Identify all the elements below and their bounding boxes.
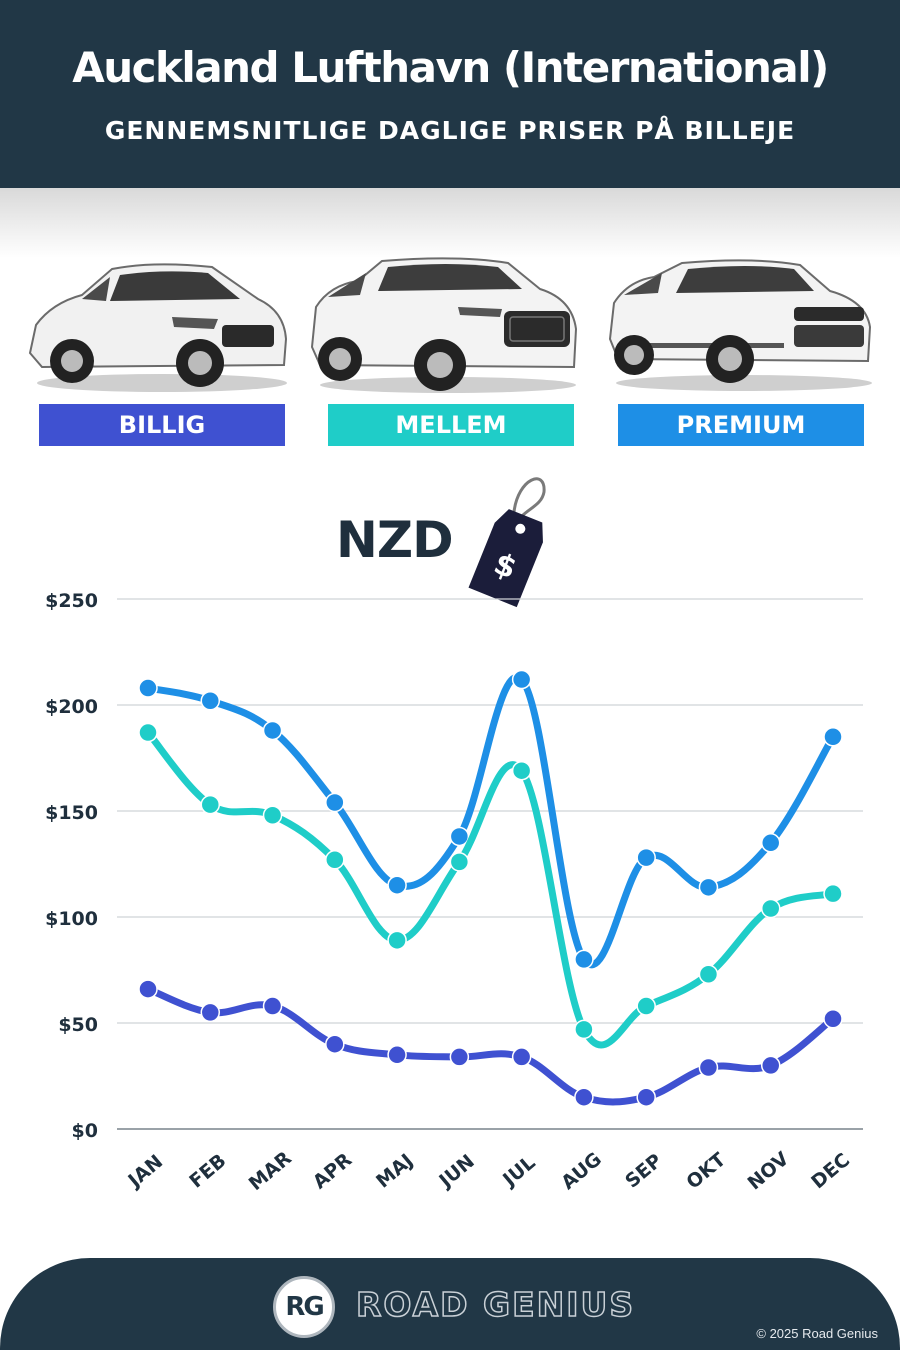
- data-point-mellem: [262, 805, 283, 825]
- data-point-mellem: [138, 722, 158, 743]
- header-shadow: [0, 188, 900, 258]
- x-tick-label: JAN: [123, 1151, 168, 1193]
- data-point-billig: [262, 996, 283, 1016]
- x-tick-label: FEB: [185, 1150, 230, 1193]
- data-point-premium: [325, 792, 345, 813]
- data-point-premium: [449, 826, 470, 847]
- category-badge-premium: PREMIUM: [618, 404, 864, 446]
- data-point-mellem: [636, 996, 656, 1016]
- data-point-mellem: [574, 1019, 594, 1040]
- header: Auckland Lufthavn (International) GENNEM…: [0, 0, 900, 188]
- price-tag-icon: $: [468, 477, 546, 608]
- data-point-premium: [262, 720, 283, 741]
- data-point-billig: [138, 979, 158, 999]
- category-badge-billig: BILLIG: [39, 404, 285, 446]
- data-point-billig: [698, 1057, 719, 1078]
- data-point-premium: [636, 847, 656, 868]
- y-tick-label: $50: [58, 1014, 98, 1036]
- luxury-suv-car-icon: [608, 259, 872, 391]
- data-point-billig: [200, 1002, 221, 1023]
- y-tick-label: $200: [45, 696, 98, 718]
- x-tick-label: AUG: [557, 1148, 606, 1194]
- x-tick-label: JUL: [497, 1152, 539, 1192]
- x-tick-label: MAJ: [372, 1150, 417, 1193]
- series-line-billig: [144, 985, 837, 1106]
- data-point-mellem: [387, 930, 407, 951]
- data-point-mellem: [823, 883, 843, 904]
- data-point-mellem: [698, 964, 719, 984]
- data-point-billig: [574, 1087, 594, 1107]
- data-point-billig: [449, 1047, 470, 1067]
- data-point-billig: [511, 1047, 532, 1067]
- x-tick-label: NOV: [744, 1148, 794, 1195]
- data-point-mellem: [325, 850, 345, 870]
- suv-car-icon: [310, 257, 578, 393]
- x-tick-label: DEC: [807, 1149, 854, 1193]
- page-title: Auckland Lufthavn (International): [72, 43, 829, 92]
- x-tick-label: MAR: [245, 1147, 296, 1195]
- brand-name: ROAD GENIUS: [355, 1284, 636, 1325]
- line-chart: $0 $50 $100 $150 $200 $250 JAN FEB MAR APR MAJ JUN J…: [45, 590, 863, 1195]
- data-point-premium: [823, 727, 843, 747]
- x-tick-label: JUN: [434, 1150, 479, 1193]
- data-point-billig: [387, 1045, 407, 1065]
- data-point-premium: [574, 949, 594, 970]
- data-point-premium: [698, 877, 719, 898]
- data-point-billig: [636, 1087, 656, 1107]
- y-tick-label: $100: [45, 908, 98, 930]
- x-tick-label: OKT: [682, 1149, 730, 1194]
- series-line-mellem: [144, 729, 837, 1049]
- category-badge-mellem: MELLEM: [328, 404, 574, 446]
- series-line-premium: [144, 673, 837, 969]
- data-point-mellem: [511, 760, 532, 781]
- data-point-billig: [325, 1034, 345, 1054]
- y-tick-label: $150: [45, 802, 98, 824]
- data-point-billig: [823, 1009, 843, 1029]
- data-point-mellem: [760, 898, 781, 919]
- footer: RG ROAD GENIUS © 2025 Road Genius: [0, 1258, 900, 1350]
- data-point-billig: [760, 1055, 781, 1076]
- x-tick-label: SEP: [621, 1150, 666, 1193]
- page-subtitle: GENNEMSNITLIGE DAGLIGE PRISER PÅ BILLEJE: [104, 116, 796, 145]
- data-point-mellem: [449, 852, 470, 872]
- x-tick-label: APR: [309, 1149, 357, 1194]
- road-genius-logo: RG: [273, 1276, 335, 1338]
- copyright: © 2025 Road Genius: [756, 1326, 878, 1341]
- data-point-premium: [387, 875, 407, 895]
- y-tick-label: $250: [45, 590, 98, 612]
- data-point-premium: [200, 691, 221, 711]
- y-tick-label: $0: [72, 1120, 98, 1142]
- currency-label: NZD: [336, 511, 454, 569]
- data-point-premium: [138, 678, 158, 698]
- hatchback-car-icon: [28, 263, 288, 392]
- data-point-mellem: [200, 794, 221, 815]
- data-point-premium: [760, 833, 781, 853]
- data-point-premium: [511, 669, 532, 690]
